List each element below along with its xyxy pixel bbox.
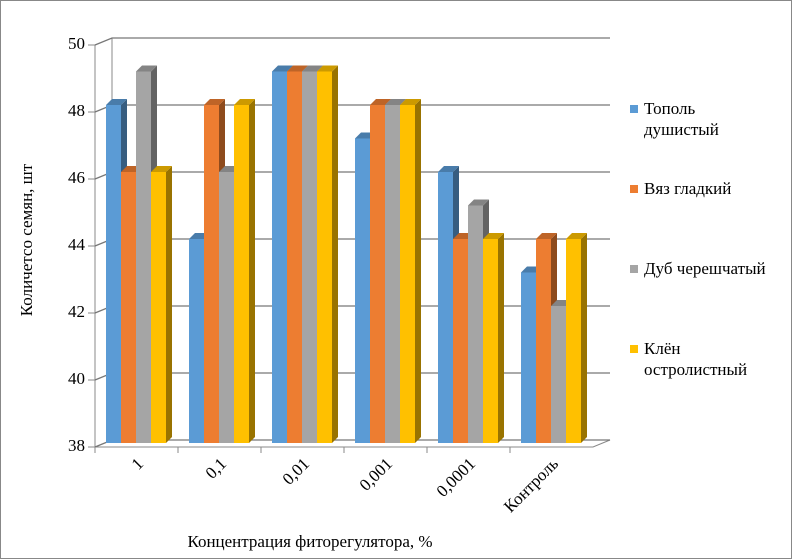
legend-swatch bbox=[630, 185, 638, 193]
bar-side bbox=[249, 99, 255, 443]
bar-top bbox=[287, 65, 308, 72]
legend-swatch bbox=[630, 345, 638, 353]
legend-label: Вяз гладкий bbox=[644, 179, 732, 198]
legend-label: Тополь душистый bbox=[644, 99, 719, 139]
bar-top bbox=[136, 65, 157, 72]
bar bbox=[566, 239, 581, 443]
bar bbox=[468, 205, 483, 443]
bar bbox=[385, 105, 400, 443]
bar-top bbox=[317, 65, 338, 72]
legend-item: Дуб черешчатый bbox=[630, 258, 780, 279]
legend-item: Вяз гладкий bbox=[630, 178, 780, 199]
bar-top bbox=[106, 99, 127, 105]
bar bbox=[317, 71, 332, 443]
grid-line bbox=[94, 37, 610, 46]
bar bbox=[536, 239, 551, 443]
bar-side bbox=[166, 166, 172, 443]
bar bbox=[302, 71, 317, 443]
y-tick-label: 46 bbox=[68, 168, 85, 187]
bar bbox=[521, 272, 536, 443]
legend-swatch bbox=[630, 265, 638, 273]
bar-top bbox=[272, 65, 293, 72]
bar bbox=[151, 172, 166, 443]
bar-top bbox=[370, 99, 391, 105]
y-tick-label: 50 bbox=[68, 34, 85, 53]
bar bbox=[551, 306, 566, 443]
bar-top bbox=[234, 99, 255, 105]
bar bbox=[287, 71, 302, 443]
bar bbox=[189, 239, 204, 443]
bar bbox=[121, 172, 136, 443]
y-tick-label: 40 bbox=[68, 369, 85, 388]
bar-top bbox=[468, 199, 489, 206]
bar bbox=[370, 105, 385, 443]
x-axis-title: Концентрация фиторегулятора, % bbox=[187, 532, 432, 551]
legend-item: Клён остролистный bbox=[630, 338, 780, 380]
bar bbox=[136, 71, 151, 443]
bar bbox=[204, 105, 219, 443]
bar bbox=[272, 71, 287, 443]
y-tick-label: 42 bbox=[68, 302, 85, 321]
bar-top bbox=[536, 233, 557, 239]
bar-top bbox=[483, 233, 504, 239]
bar bbox=[219, 172, 234, 443]
bar-top bbox=[385, 99, 406, 105]
bar-side bbox=[581, 233, 587, 443]
legend-label: Дуб черешчатый bbox=[644, 259, 766, 278]
bar bbox=[483, 239, 498, 443]
bar-side bbox=[498, 233, 504, 443]
bar bbox=[234, 105, 249, 443]
bar-top bbox=[400, 99, 421, 105]
bar-top bbox=[204, 99, 225, 105]
y-tick-label: 44 bbox=[68, 235, 86, 254]
bar-top bbox=[566, 233, 587, 239]
bar bbox=[438, 172, 453, 443]
bar-top bbox=[302, 65, 323, 72]
bar bbox=[400, 105, 415, 443]
bar-side bbox=[415, 99, 421, 443]
legend-swatch bbox=[630, 105, 638, 113]
bar-side bbox=[332, 65, 338, 443]
bar-top bbox=[151, 166, 172, 172]
legend-label: Клён остролистный bbox=[644, 339, 748, 379]
bar bbox=[355, 138, 370, 443]
y-tick-label: 38 bbox=[68, 436, 85, 455]
y-axis-title: Количетсо семян, шт bbox=[17, 163, 36, 316]
bar-top bbox=[438, 166, 459, 172]
y-tick-label: 48 bbox=[68, 101, 85, 120]
bar bbox=[106, 105, 121, 443]
bar bbox=[453, 239, 468, 443]
legend-item: Тополь душистый bbox=[630, 98, 780, 140]
